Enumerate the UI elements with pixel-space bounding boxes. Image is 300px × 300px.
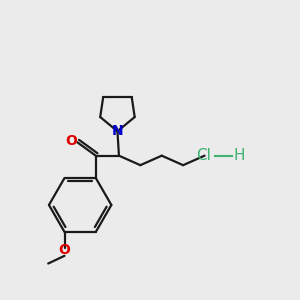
Text: O: O bbox=[58, 243, 70, 257]
Text: O: O bbox=[65, 134, 77, 148]
Text: H: H bbox=[233, 148, 245, 164]
Text: N: N bbox=[112, 124, 123, 138]
Text: Cl: Cl bbox=[196, 148, 211, 164]
